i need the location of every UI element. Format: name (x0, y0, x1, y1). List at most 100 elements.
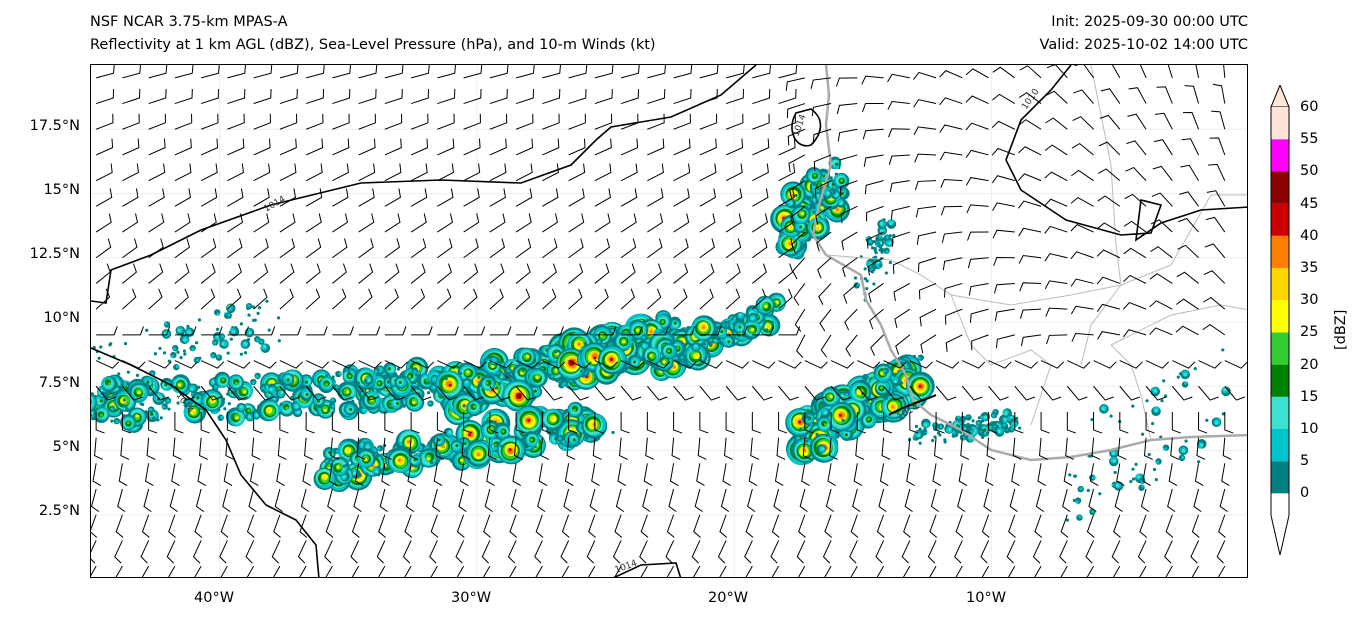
reflectivity-cell (269, 387, 273, 392)
reflectivity-cell (215, 327, 220, 331)
figure-title-line1: NSF NCAR 3.75-km MPAS-A (90, 14, 288, 30)
reflectivity-cell (235, 381, 239, 385)
reflectivity-cell (812, 210, 816, 214)
wind-barb (955, 514, 964, 538)
reflectivity-cell (413, 370, 417, 374)
reflectivity-cell (813, 173, 817, 177)
reflectivity-cell (156, 418, 160, 422)
reflectivity-cell (649, 354, 653, 358)
wind-barb (197, 463, 207, 487)
wind-barb (855, 437, 865, 460)
reflectivity-cell (1147, 452, 1151, 457)
wind-barb (1035, 488, 1045, 513)
wind-barb (1088, 488, 1097, 513)
wind-barb (91, 488, 100, 513)
wind-barb (115, 514, 124, 538)
reflectivity-cell (119, 410, 123, 414)
reflectivity-cell (164, 322, 168, 326)
wind-barb (561, 514, 570, 538)
reflectivity-cell (535, 375, 539, 379)
reflectivity-cell (888, 241, 892, 245)
wind-barb (1062, 488, 1071, 513)
wind-barb (852, 488, 861, 513)
reflectivity-cell (720, 330, 724, 334)
reflectivity-cell (229, 337, 233, 341)
reflectivity-cell (305, 392, 309, 397)
reflectivity-cell (815, 432, 819, 436)
reflectivity-cell (261, 386, 265, 390)
wind-barb (327, 488, 336, 513)
reflectivity-cell (247, 408, 251, 413)
reflectivity-cell (1079, 486, 1083, 491)
wind-barb (773, 488, 782, 513)
reflectivity-cell (183, 352, 187, 356)
init-time: Init: 2025-09-30 00:00 UTC (1051, 14, 1248, 30)
reflectivity-cell (395, 401, 400, 406)
wind-barb (274, 488, 283, 513)
reflectivity-cell (918, 441, 922, 445)
reflectivity-cell (197, 318, 202, 322)
reflectivity-cell (467, 433, 472, 437)
wind-barb (1139, 514, 1148, 538)
reflectivity-cell (1111, 451, 1115, 456)
reflectivity-cell (159, 416, 163, 420)
reflectivity-cell (285, 406, 289, 410)
wind-barb (94, 437, 103, 460)
reflectivity-cell (182, 349, 187, 353)
reflectivity-cell (918, 384, 922, 388)
reflectivity-cell (558, 436, 562, 440)
wind-barb (195, 488, 205, 513)
reflectivity-cell (838, 413, 843, 417)
reflectivity-cell (430, 460, 434, 465)
reflectivity-cell (351, 399, 355, 403)
reflectivity-cell (115, 419, 119, 424)
wind-barb (719, 514, 728, 538)
wind-barb (903, 514, 911, 538)
wind-barb (120, 437, 130, 460)
wind-barb (614, 514, 623, 538)
reflectivity-cell (244, 342, 248, 346)
reflectivity-cell (561, 383, 565, 387)
wind-barb (117, 488, 126, 513)
reflectivity-cell (789, 201, 793, 205)
wind-barb (619, 437, 628, 460)
wind-barb (1113, 514, 1121, 538)
wind-barb (1060, 565, 1068, 577)
reflectivity-cell (120, 383, 124, 387)
reflectivity-cell (246, 337, 250, 342)
reflectivity-cell (357, 391, 361, 395)
reflectivity-cell (822, 171, 826, 176)
reflectivity-cell (1007, 429, 1012, 433)
reflectivity-cell (294, 404, 299, 409)
reflectivity-cell (701, 325, 705, 329)
reflectivity-cell (195, 341, 199, 345)
reflectivity-cell (335, 449, 339, 453)
reflectivity-cell (221, 342, 225, 346)
wind-barb (642, 488, 651, 513)
wind-barb (825, 488, 835, 513)
reflectivity-cell (349, 407, 353, 411)
wind-barb (1009, 488, 1018, 513)
reflectivity-cell (493, 446, 498, 451)
wind-barb (671, 437, 681, 460)
reflectivity-cell (466, 370, 470, 374)
map-plot-area: 1014 1014 1014 1014 1010 1014 (90, 64, 1248, 578)
reflectivity-cell (527, 418, 531, 422)
reflectivity-cell (627, 329, 631, 333)
reflectivity-cell (805, 439, 809, 443)
wind-barb (930, 488, 940, 513)
reflectivity-cell (125, 406, 129, 411)
reflectivity-cell (872, 239, 876, 244)
wind-barb (510, 488, 520, 513)
reflectivity-cell (177, 328, 182, 332)
wind-barb (1168, 463, 1178, 487)
reflectivity-cell (770, 320, 774, 325)
wind-barb (643, 463, 653, 487)
reflectivity-cell (863, 277, 868, 281)
reflectivity-cell (257, 306, 262, 310)
wind-barb (875, 540, 885, 564)
reflectivity-cell (145, 328, 149, 332)
valid-time: Valid: 2025-10-02 14:00 UTC (1039, 37, 1248, 53)
reflectivity-cell (365, 445, 370, 449)
reflectivity-cell (322, 477, 326, 481)
